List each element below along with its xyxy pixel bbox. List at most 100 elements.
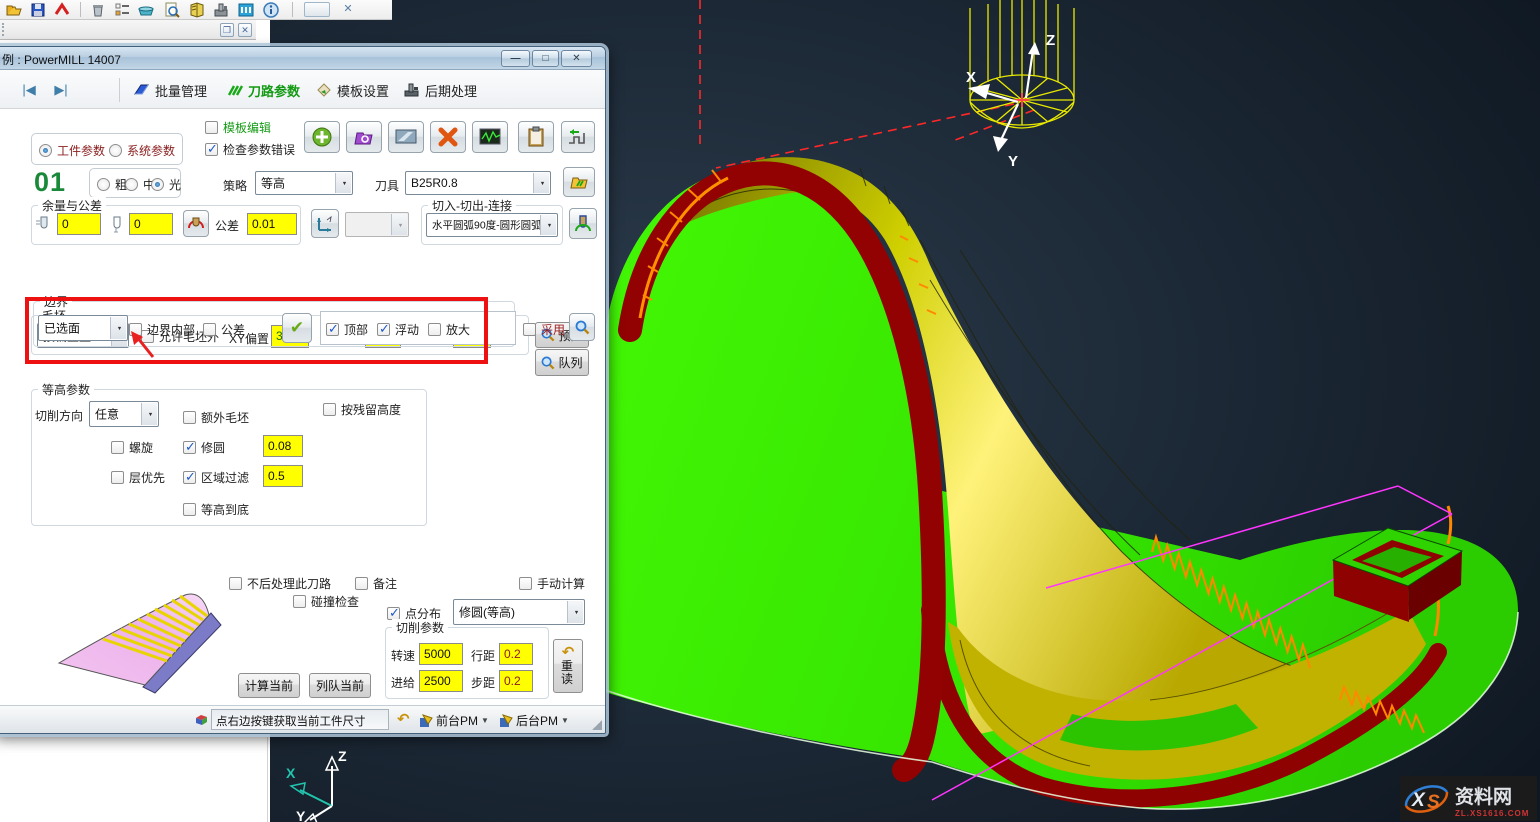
- toolpath-params-button[interactable]: 刀路参数: [227, 77, 300, 103]
- filter-value-field[interactable]: 0.5: [263, 465, 303, 487]
- info-icon[interactable]: [261, 1, 281, 19]
- cut-direction-dropdown[interactable]: 任意: [89, 401, 159, 427]
- template-settings-button[interactable]: 模板设置: [315, 77, 389, 103]
- workplane-button[interactable]: [311, 209, 339, 238]
- work-param-radio[interactable]: [39, 144, 52, 157]
- machine-icon[interactable]: [211, 1, 231, 19]
- add-button[interactable]: [304, 121, 340, 153]
- spiral-row[interactable]: 螺旋: [111, 439, 153, 456]
- extra-stock-row[interactable]: 额外毛坯: [183, 409, 249, 426]
- grade-rough-radio[interactable]: [97, 178, 110, 191]
- post-process-button[interactable]: 后期处理: [403, 77, 477, 103]
- round-checkbox[interactable]: [183, 439, 196, 455]
- tray-icon[interactable]: [136, 1, 156, 19]
- layer-first-row[interactable]: 层优先: [111, 469, 165, 486]
- clipboard-button[interactable]: [518, 121, 554, 153]
- boundary-top-row[interactable]: 顶部: [326, 321, 368, 338]
- area-filter-checkbox[interactable]: [183, 469, 196, 485]
- point-dist-dropdown[interactable]: 修圆(等高): [453, 599, 585, 625]
- delete-button[interactable]: [430, 121, 466, 153]
- reread-button[interactable]: 重读: [553, 639, 583, 693]
- strategy-dropdown[interactable]: 等高: [255, 171, 353, 195]
- step-profile-button[interactable]: [561, 121, 595, 153]
- leads-icon-button[interactable]: [569, 208, 597, 239]
- boundary-mode-dropdown[interactable]: 已选面: [38, 315, 128, 341]
- tool-dropdown[interactable]: B25R0.8: [405, 171, 551, 195]
- list-options-icon[interactable]: [112, 1, 132, 19]
- queue-button[interactable]: 队列: [535, 349, 589, 376]
- tool-library-button[interactable]: [563, 167, 595, 197]
- check-errors-row[interactable]: 检查参数错误: [205, 141, 295, 158]
- collision-row[interactable]: 碰撞检查: [293, 593, 359, 610]
- row-field[interactable]: 0.2: [499, 643, 533, 665]
- viewport-3d[interactable]: X Y Z Z X Y X S 资料网 ZL.XS1616.COM: [270, 0, 1540, 822]
- status-hint[interactable]: 点右边按键获取当前工件尺寸: [211, 709, 389, 730]
- template-edit-row[interactable]: 模板编辑: [205, 119, 271, 136]
- tolerance-arc-button[interactable]: [183, 210, 209, 237]
- grade-mid-radio[interactable]: [125, 178, 138, 191]
- to-bottom-row[interactable]: 等高到底: [183, 501, 249, 518]
- extra-stock-checkbox[interactable]: [183, 411, 196, 424]
- no-post-row[interactable]: 不后处理此刀路: [229, 575, 331, 592]
- back-pm-button[interactable]: 后台PM ▼: [499, 712, 569, 729]
- round-value-field[interactable]: 0.08: [263, 435, 303, 457]
- point-dist-checkbox[interactable]: [387, 605, 400, 621]
- close-window-icon[interactable]: ✕: [238, 23, 252, 37]
- system-param-radio[interactable]: [109, 144, 122, 157]
- note-row[interactable]: 备注: [355, 575, 397, 592]
- boundary-enlarge-row[interactable]: 放大: [428, 321, 470, 338]
- nav-last-button[interactable]: ▶|: [54, 82, 68, 97]
- manual-calc-row[interactable]: 手动计算: [519, 575, 585, 592]
- leads-dropdown[interactable]: 水平圆弧90度-圆形圆弧: [426, 213, 558, 237]
- manual-calc-checkbox[interactable]: [519, 577, 532, 590]
- batch-manage-button[interactable]: 批量管理: [133, 77, 207, 103]
- search-doc-icon[interactable]: [162, 1, 182, 19]
- point-dist-row[interactable]: 点分布: [387, 605, 441, 622]
- save-icon[interactable]: [28, 1, 48, 19]
- grade-rough-row[interactable]: 粗: [97, 176, 127, 193]
- boundary-enlarge-checkbox[interactable]: [428, 323, 441, 336]
- step-field[interactable]: 0.2: [499, 670, 533, 692]
- boundary-float-checkbox[interactable]: [377, 321, 390, 337]
- toolbar-drag-handle[interactable]: [2, 23, 6, 36]
- grade-fine-radio[interactable]: [151, 178, 164, 191]
- speed-field[interactable]: 5000: [419, 643, 463, 665]
- monitor-button[interactable]: [472, 121, 508, 153]
- round-row[interactable]: 修圆: [183, 439, 225, 456]
- layer-first-checkbox[interactable]: [111, 471, 124, 484]
- open-folder-icon[interactable]: [4, 1, 24, 19]
- template-edit-checkbox[interactable]: [205, 121, 218, 134]
- delete-chevron-icon[interactable]: [52, 1, 72, 19]
- resize-grip[interactable]: [592, 720, 602, 730]
- boundary-top-checkbox[interactable]: [326, 321, 339, 337]
- nav-first-button[interactable]: |◀: [22, 82, 36, 97]
- boundary-tol-row[interactable]: 公差: [203, 321, 245, 338]
- boundary-inner-row[interactable]: 边界内部: [129, 321, 195, 338]
- boundary-tol-checkbox[interactable]: [203, 323, 216, 336]
- settings-folder-button[interactable]: [346, 121, 382, 153]
- workplane-dropdown[interactable]: [345, 212, 409, 237]
- calc-current-button[interactable]: 计算当前: [238, 673, 300, 698]
- undo-icon[interactable]: [397, 710, 410, 729]
- grade-fine-row[interactable]: 光: [151, 176, 181, 193]
- boundary-float-row[interactable]: 浮动: [377, 321, 419, 338]
- radial-allowance-field[interactable]: 0: [57, 213, 101, 235]
- check-errors-checkbox[interactable]: [205, 141, 218, 157]
- spiral-checkbox[interactable]: [111, 441, 124, 454]
- by-cusp-checkbox[interactable]: [323, 403, 336, 416]
- dialog-titlebar[interactable]: 例 : PowerMILL 14007 — □ ✕: [0, 47, 605, 70]
- axial-allowance-field[interactable]: 0: [129, 213, 173, 235]
- queue-current-button[interactable]: 列队当前: [309, 673, 371, 698]
- adopt-row[interactable]: 采用: [523, 321, 565, 338]
- note-checkbox[interactable]: [355, 577, 368, 590]
- adopt-checkbox[interactable]: [523, 323, 536, 336]
- minimize-button[interactable]: —: [501, 50, 530, 67]
- front-pm-button[interactable]: 前台PM ▼: [419, 712, 489, 729]
- boundary-apply-button[interactable]: [282, 313, 312, 343]
- boundary-preview-button[interactable]: [569, 313, 595, 341]
- close-button[interactable]: ✕: [561, 50, 592, 67]
- maximize-button[interactable]: □: [532, 50, 559, 67]
- restore-window-icon[interactable]: ❐: [220, 23, 234, 37]
- collision-checkbox[interactable]: [293, 595, 306, 608]
- to-bottom-checkbox[interactable]: [183, 503, 196, 516]
